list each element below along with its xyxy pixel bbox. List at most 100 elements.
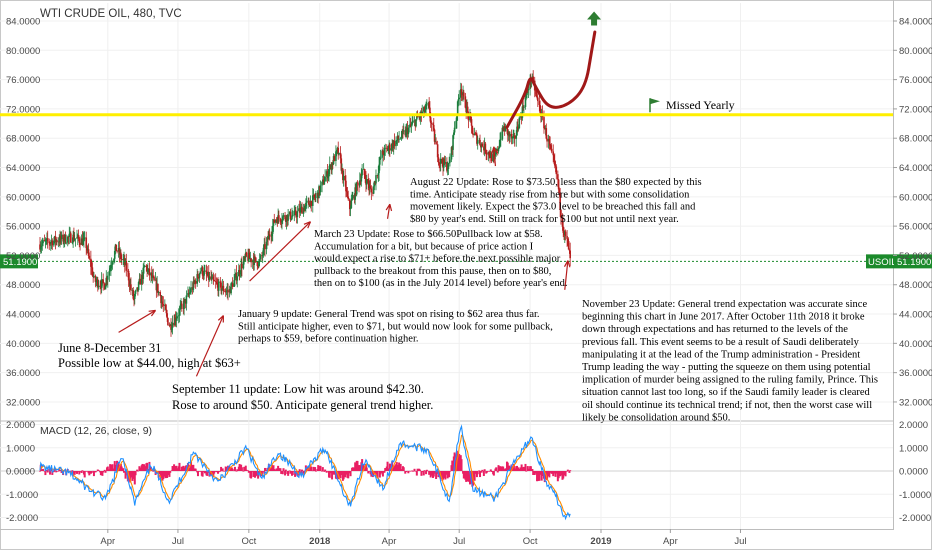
candle-body <box>296 211 299 218</box>
candle-body <box>253 256 256 265</box>
candle-body <box>476 134 478 144</box>
annotation-line: implication of murder being assigned to … <box>582 375 878 386</box>
macd-histogram-bar <box>492 471 495 476</box>
candle-body <box>560 209 562 218</box>
macd-histogram-bar <box>550 471 553 474</box>
candle-body <box>100 279 103 288</box>
candle-body <box>304 206 306 211</box>
macd-histogram-bar <box>173 466 176 471</box>
price-candles <box>39 70 571 337</box>
macd-histogram-bar <box>58 469 61 471</box>
macd-histogram-bar <box>296 471 299 477</box>
candle-body <box>244 257 246 258</box>
macd-panel <box>0 424 893 521</box>
candle-body <box>484 143 487 153</box>
macd-histogram-bar <box>566 471 569 472</box>
candle-body <box>429 107 431 118</box>
macd-histogram-bar <box>557 471 560 479</box>
candle-body <box>164 305 167 310</box>
macd-histogram-bar <box>482 471 485 477</box>
candle-body <box>310 200 313 206</box>
candle-body <box>550 148 553 152</box>
candle-body <box>323 181 326 185</box>
candle-body <box>430 122 433 125</box>
candle-body <box>231 283 234 287</box>
macd-histogram-bar <box>474 471 477 474</box>
candle-body <box>254 257 257 262</box>
macd-histogram-bar <box>569 470 572 471</box>
current-price-label-left: 51.1900 <box>3 257 37 268</box>
macd-histogram-bar <box>379 471 382 475</box>
candle-body <box>170 327 173 330</box>
macd-histogram-bar <box>483 469 486 471</box>
macd-histogram-bar <box>178 462 181 471</box>
macd-histogram-bar <box>367 471 370 474</box>
candle-body <box>328 169 330 174</box>
candle-body <box>464 96 467 108</box>
candle-body <box>233 280 235 287</box>
macd-histogram-bar <box>520 464 523 471</box>
candle-body <box>115 244 118 251</box>
candle-body <box>194 280 197 284</box>
candle-body <box>557 179 560 190</box>
candle-body <box>372 186 375 194</box>
macd-histogram-bar <box>81 470 84 471</box>
candle-body <box>127 270 130 281</box>
candle-body <box>83 237 85 240</box>
macd-histogram-bar <box>512 463 515 471</box>
candle-body <box>143 266 145 268</box>
candle-body <box>534 90 537 92</box>
candle-body <box>527 88 530 91</box>
candle-body <box>144 265 146 267</box>
candle-body <box>207 271 210 280</box>
candle-body <box>395 140 398 141</box>
macd-histogram-bar <box>365 467 368 471</box>
macd-histogram-bar <box>120 466 123 471</box>
candle-body <box>517 128 520 130</box>
candle-body <box>345 180 347 192</box>
macd-histogram-bar <box>314 467 317 471</box>
y-tick-label-right: 76.0000 <box>899 75 932 86</box>
annotation-line: likely be consolidation around $50. <box>582 412 730 423</box>
macd-histogram-bar <box>238 463 241 471</box>
candle-body <box>461 94 464 96</box>
candle-body <box>152 275 155 277</box>
macd-histogram-bar <box>264 467 267 471</box>
y-tick-label-right: 68.0000 <box>899 134 932 145</box>
candle-body <box>553 155 555 161</box>
candle-body <box>412 120 414 123</box>
macd-histogram-bar <box>176 468 179 471</box>
candle-body <box>133 298 135 300</box>
candle-body <box>512 136 514 138</box>
candle-body <box>337 147 340 155</box>
macd-histogram-bar <box>554 471 557 477</box>
macd-histogram-bar <box>409 471 412 472</box>
candle-body <box>245 252 248 256</box>
macd-histogram-bar <box>224 466 227 471</box>
candle-body <box>346 191 349 197</box>
candle-body <box>199 271 202 274</box>
macd-histogram-bar <box>479 471 482 478</box>
annotation-arrowhead <box>217 315 225 323</box>
candle-body <box>239 272 242 275</box>
annotation-line: oil should continue its technical trend;… <box>582 400 872 411</box>
macd-histogram-bar <box>139 467 142 471</box>
candle-body <box>171 322 174 328</box>
macd-histogram-bar <box>384 468 387 471</box>
candle-body <box>265 241 268 250</box>
candle-body <box>333 156 336 161</box>
macd-histogram-bar <box>425 471 428 475</box>
macd-histogram-bar <box>423 470 426 471</box>
macd-histogram-bar <box>303 470 306 472</box>
candle-body <box>405 129 407 136</box>
macd-histogram-bar <box>233 466 236 471</box>
macd-histogram-bar <box>448 471 451 478</box>
macd-histogram-bar <box>288 470 291 472</box>
candle-body <box>167 317 169 326</box>
annotation-arrow <box>493 146 497 167</box>
candle-body <box>122 259 125 260</box>
candle-body <box>277 215 279 224</box>
macd-histogram-bar <box>45 469 48 471</box>
candle-body <box>567 240 570 250</box>
candle-body <box>291 215 294 217</box>
